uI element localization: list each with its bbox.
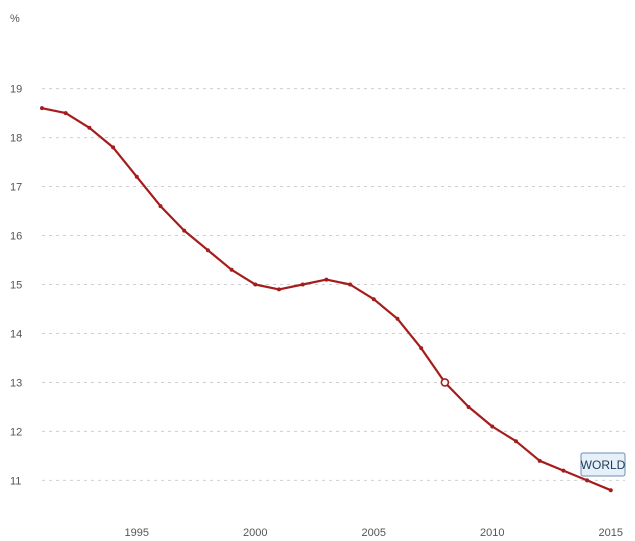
y-tick-label: 11 bbox=[10, 475, 21, 487]
data-point[interactable] bbox=[158, 204, 163, 209]
y-tick-label: 18 bbox=[10, 133, 22, 145]
y-tick-label: 15 bbox=[10, 280, 22, 292]
data-point[interactable] bbox=[40, 106, 45, 111]
y-tick-label: 17 bbox=[10, 182, 22, 194]
data-point[interactable] bbox=[537, 458, 542, 463]
data-point[interactable] bbox=[253, 282, 258, 287]
y-tick-label: 14 bbox=[10, 328, 22, 340]
series-layer bbox=[40, 106, 613, 493]
data-point[interactable] bbox=[63, 111, 68, 116]
x-tick-label: 2005 bbox=[362, 527, 386, 539]
series-line-world bbox=[40, 107, 612, 492]
highlighted-data-point[interactable] bbox=[440, 378, 450, 387]
x-tick-label: 1995 bbox=[125, 527, 149, 539]
data-point[interactable] bbox=[585, 478, 590, 483]
data-point[interactable] bbox=[395, 316, 400, 321]
data-point[interactable] bbox=[87, 125, 92, 130]
data-point[interactable] bbox=[371, 297, 376, 302]
data-point[interactable] bbox=[490, 424, 495, 429]
data-point[interactable] bbox=[419, 346, 424, 351]
data-point[interactable] bbox=[608, 488, 613, 493]
data-point[interactable] bbox=[229, 267, 234, 272]
data-point[interactable] bbox=[348, 282, 353, 287]
data-point[interactable] bbox=[513, 439, 518, 444]
data-point[interactable] bbox=[561, 468, 566, 473]
data-point[interactable] bbox=[324, 277, 329, 282]
y-tick-label: 19 bbox=[10, 84, 22, 96]
y-axis-unit-label: % bbox=[10, 13, 20, 25]
y-tick-label: 12 bbox=[10, 426, 22, 438]
data-point[interactable] bbox=[300, 282, 305, 287]
x-tick-label: 2015 bbox=[599, 527, 623, 539]
gridlines bbox=[42, 88, 625, 481]
x-tick-label: 2000 bbox=[243, 527, 267, 539]
data-point[interactable] bbox=[182, 228, 187, 233]
y-tick-label: 13 bbox=[10, 377, 22, 389]
y-tick-label: 16 bbox=[10, 231, 22, 243]
data-point[interactable] bbox=[276, 287, 281, 292]
data-point[interactable] bbox=[205, 248, 210, 253]
series-label-text: WORLD bbox=[581, 458, 626, 472]
y-axis-ticks: 11 12 13 14 15 16 17 18 19 bbox=[10, 84, 22, 488]
x-axis-ticks: 1995 2000 2005 2010 2015 bbox=[125, 527, 623, 539]
series-legend: WORLD bbox=[580, 452, 626, 477]
data-point[interactable] bbox=[134, 174, 139, 179]
data-point[interactable] bbox=[466, 404, 471, 409]
series-label-box bbox=[580, 452, 626, 477]
x-tick-label: 2010 bbox=[480, 527, 504, 539]
data-point[interactable] bbox=[111, 145, 116, 150]
